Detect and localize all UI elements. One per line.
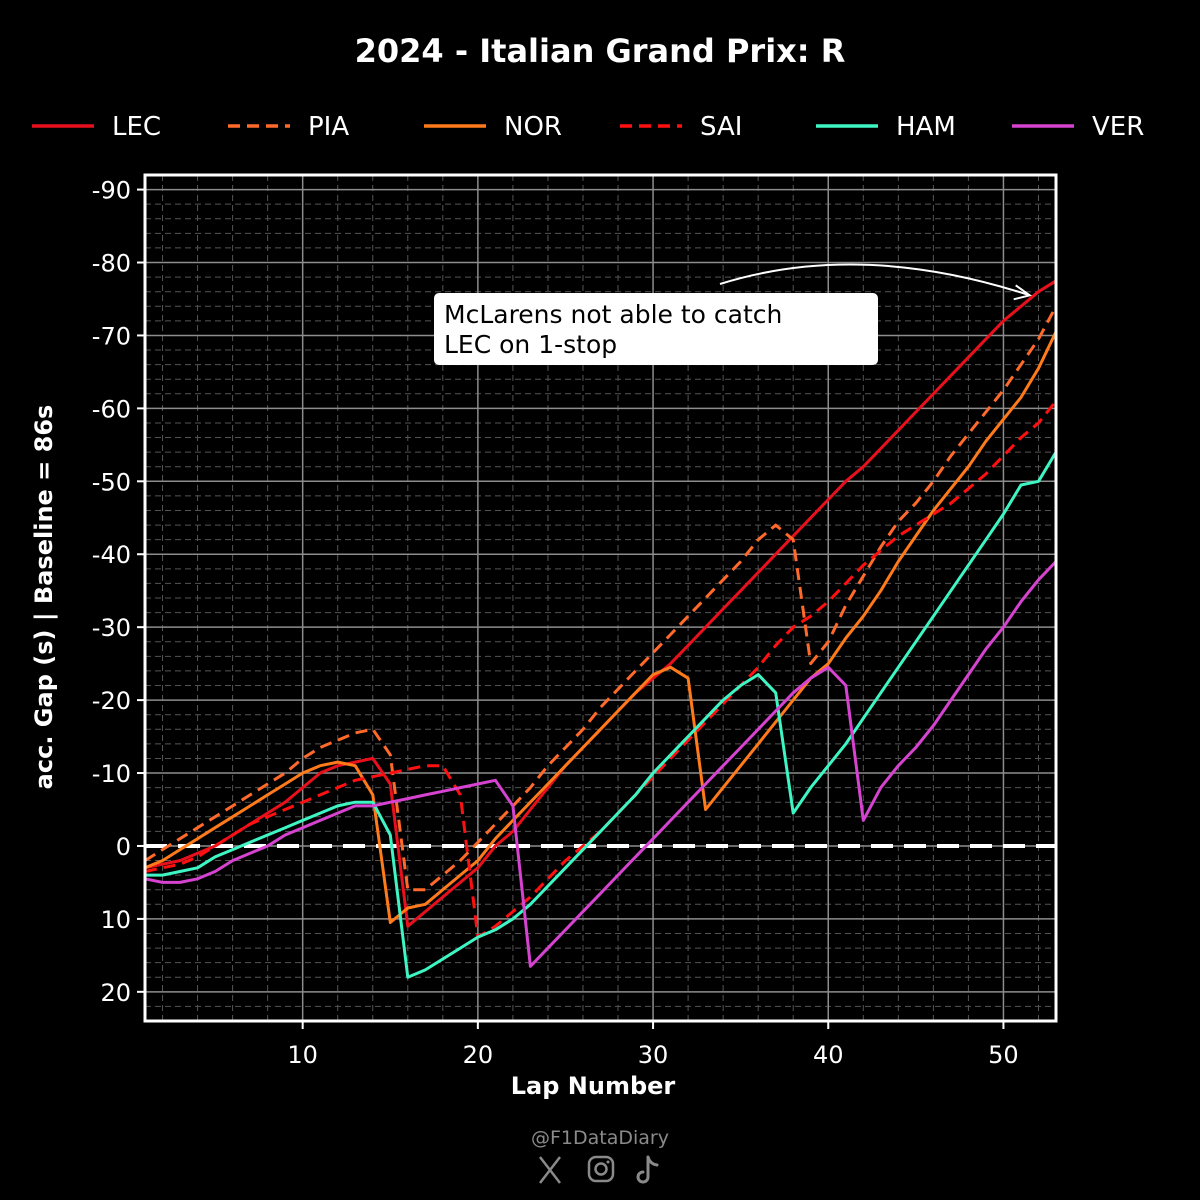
tiktok-icon[interactable]	[636, 1155, 659, 1184]
x-icon[interactable]	[539, 1156, 561, 1184]
instagram-icon[interactable]	[587, 1155, 615, 1183]
plot-frame	[143, 173, 1058, 1023]
y-tick-label: -70	[92, 322, 131, 350]
y-tick-label: 20	[100, 979, 131, 1007]
legend: LEC PIA NOR SAI HAM VER	[32, 112, 1144, 142]
legend-label-sai: SAI	[700, 112, 742, 142]
series-line-nor	[144, 331, 1058, 924]
series-line-pia	[144, 305, 1058, 892]
y-tick-label: 10	[100, 906, 131, 934]
annotation: McLarens not able to catch LEC on 1-stop	[434, 263, 1033, 365]
legend-label-lec: LEC	[112, 112, 161, 142]
series-lines	[144, 279, 1058, 979]
x-tick-label: 20	[463, 1041, 494, 1069]
x-tick-label: 50	[988, 1041, 1019, 1069]
x-tick-label: 10	[287, 1041, 318, 1069]
y-tick-label: -50	[92, 468, 131, 496]
x-tick-label: 30	[638, 1041, 669, 1069]
series-line-ver	[144, 560, 1058, 968]
x-axis-label: Lap Number	[511, 1072, 676, 1100]
y-tick-label: -20	[92, 687, 131, 715]
legend-label-ver: VER	[1092, 112, 1144, 142]
annotation-arrow	[719, 263, 1031, 297]
x-tick-label: 40	[813, 1041, 844, 1069]
y-tick-label: -10	[92, 760, 131, 788]
legend-label-pia: PIA	[308, 112, 349, 142]
y-tick-label: -40	[92, 541, 131, 569]
y-tick-label: -80	[92, 250, 131, 278]
series-line-sai	[144, 400, 1058, 939]
annotation-arrowhead	[1013, 284, 1033, 301]
series-line-ham	[145, 451, 1058, 979]
legend-label-nor: NOR	[504, 112, 562, 142]
chart-title: 2024 - Italian Grand Prix: R	[355, 32, 846, 70]
y-tick-label: 0	[116, 833, 131, 861]
legend-label-ham: HAM	[896, 112, 956, 142]
y-axis-label: acc. Gap (s) | Baseline = 86s	[30, 405, 58, 790]
y-tick-label: -90	[92, 177, 131, 205]
credit-handle: @F1DataDiary	[531, 1127, 669, 1149]
y-tick-label: -30	[92, 614, 131, 642]
y-tick-label: -60	[92, 395, 131, 423]
annotation-box	[434, 293, 878, 365]
annotation-line-2: LEC on 1-stop	[444, 330, 617, 359]
y-axis-ticks: 20 10 0 -10 -20 -30 -40 -50 -60 -70 -80 -90	[92, 177, 145, 1007]
x-axis-ticks: 10 20 30 40 50	[287, 1021, 1019, 1069]
annotation-line-1: McLarens not able to catch	[444, 300, 782, 329]
